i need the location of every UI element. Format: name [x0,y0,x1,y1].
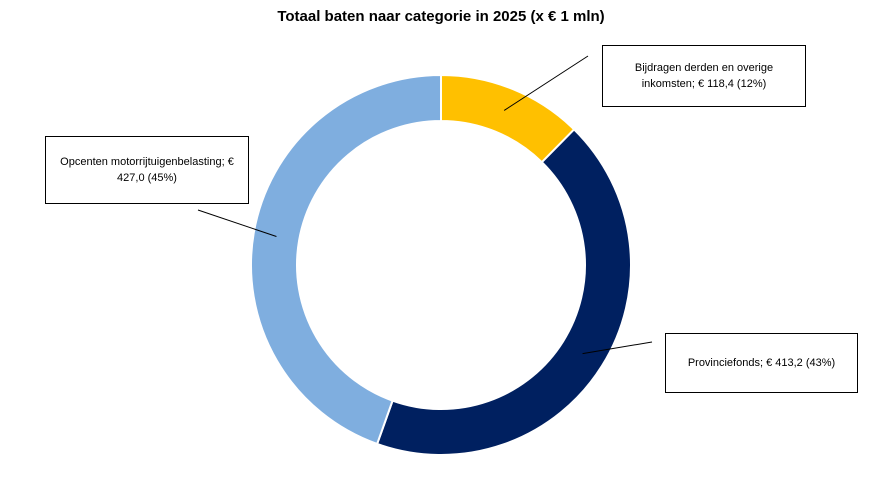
slice-provinciefonds [375,127,632,456]
data-label-bijdragen-derden: Bijdragen derden en overige inkomsten; €… [602,45,806,107]
slice-opcenten-motorrijtuigenbelasting [250,73,442,446]
chart-title: Totaal baten naar categorie in 2025 (x €… [277,8,605,25]
leader-line [503,55,589,111]
leader-line [197,209,277,237]
data-label-opcenten-motorrijtuigenbelasting: Opcenten motorrijtuigenbelasting; € 427,… [45,136,249,204]
leader-line [582,341,653,355]
data-label-provinciefonds: Provinciefonds; € 413,2 (43%) [665,333,858,393]
